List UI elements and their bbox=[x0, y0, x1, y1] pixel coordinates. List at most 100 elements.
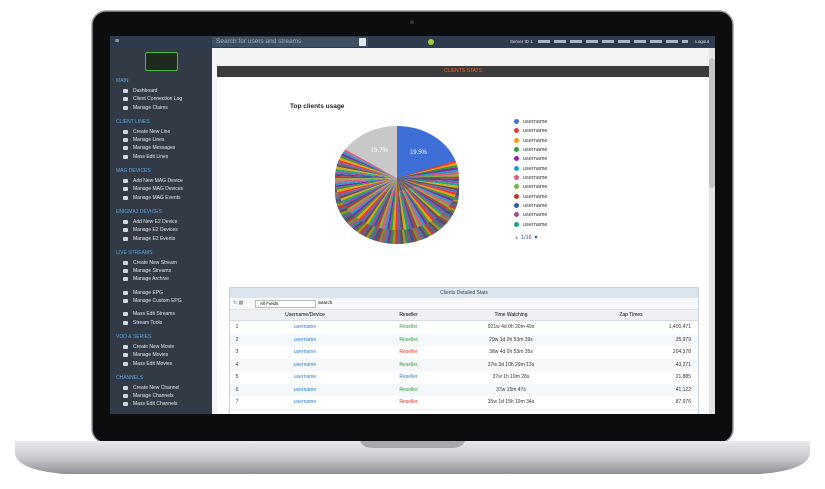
table-cell[interactable]: username bbox=[293, 336, 317, 343]
menu-item[interactable]: Manage Messages bbox=[110, 144, 212, 152]
table-row[interactable]: 3 username Reseller 38w 4d 0h 53m 35s 204,37… bbox=[230, 346, 698, 360]
pie-slice-other bbox=[384, 178, 397, 230]
menu-item[interactable]: Mass Edit Movies bbox=[110, 360, 212, 368]
menu-item[interactable]: Add New MAG Device bbox=[110, 177, 212, 185]
menu-item[interactable]: Mass Edit Streams bbox=[110, 310, 212, 318]
menu-item[interactable]: Stream Tools bbox=[110, 319, 212, 327]
pie-slice-other bbox=[397, 178, 410, 230]
table-cell: 921w 4d 0h 20m 49s bbox=[487, 324, 535, 330]
section-title: LIVE STREAMS bbox=[116, 249, 153, 256]
pie-slice-other bbox=[335, 171, 397, 178]
menu-item[interactable]: Manage Archive bbox=[110, 275, 212, 283]
legend-item[interactable]: username bbox=[514, 146, 547, 155]
menu-item[interactable]: Manage E2 Events bbox=[110, 235, 212, 243]
table-row[interactable]: 5 username Reseller 37w 1h 19m 28s 21,885 bbox=[230, 371, 698, 385]
table-cell: Reseller bbox=[399, 374, 418, 380]
search-icon[interactable] bbox=[359, 38, 366, 46]
slice-label: 19.5% bbox=[410, 150, 428, 156]
filter-input[interactable]: All Fields bbox=[255, 300, 316, 308]
pie-slice-other bbox=[381, 178, 397, 229]
pie-slice-other bbox=[395, 178, 399, 231]
legend-swatch bbox=[514, 175, 519, 181]
pie-slice-other bbox=[397, 162, 457, 178]
table-cell[interactable]: username bbox=[293, 399, 317, 405]
menu-item[interactable]: Create New Stream bbox=[110, 259, 212, 267]
pie-slice-other bbox=[397, 178, 443, 215]
pie-slice-other bbox=[397, 178, 439, 218]
menu-item[interactable]: Create New Movie bbox=[110, 343, 212, 351]
legend-item[interactable]: username bbox=[514, 174, 547, 183]
menu-item[interactable]: Manage E2 Devices bbox=[110, 226, 212, 234]
legend-swatch bbox=[514, 212, 519, 218]
pie-slice-other bbox=[361, 178, 397, 222]
legend-label: username bbox=[523, 184, 548, 191]
pie-slice-other bbox=[335, 168, 397, 178]
table-cell: Reseller bbox=[399, 399, 418, 405]
table-row[interactable]: 7 username Reseller 35w 1d 15h 19m 34s 87,97… bbox=[230, 396, 698, 410]
table-cell: 1 bbox=[235, 324, 239, 330]
chart-title: Top clients usage bbox=[290, 103, 345, 110]
menu-item[interactable]: Manage Custom EPG bbox=[110, 297, 212, 305]
table-cell[interactable]: username bbox=[293, 361, 317, 368]
server-select[interactable]: Server ID 1 bbox=[510, 39, 533, 44]
pie-slice-other bbox=[370, 178, 397, 227]
menu-item[interactable]: Manage MAG Devices bbox=[110, 185, 212, 193]
column-header: Zap Times bbox=[619, 312, 643, 318]
legend-swatch bbox=[514, 165, 519, 171]
table-cell[interactable]: username bbox=[293, 386, 317, 393]
table-cell: 7 bbox=[235, 399, 239, 405]
menu-icon[interactable]: ≡ bbox=[115, 38, 120, 45]
legend-item[interactable]: username bbox=[514, 155, 547, 164]
camera bbox=[410, 20, 414, 24]
menu-item[interactable]: Add New E2 Device bbox=[110, 218, 212, 226]
search-button[interactable]: Search bbox=[318, 300, 333, 305]
pie-slice-other bbox=[339, 155, 397, 178]
legend-item[interactable]: username bbox=[514, 137, 547, 146]
table-cell: 37w 3d 10h 29m 13s bbox=[487, 361, 535, 368]
menu-item[interactable]: Manage Lines bbox=[110, 136, 212, 144]
menu-item[interactable]: Manage Claims bbox=[110, 104, 212, 112]
menu-item[interactable]: Manage MAG Events bbox=[110, 194, 212, 202]
table-row[interactable]: 4 username Reseller 37w 3d 10h 29m 13s 43,27… bbox=[230, 358, 698, 372]
pager-next[interactable]: ▼ bbox=[533, 235, 539, 241]
table-cell: 35,979 bbox=[675, 336, 691, 343]
menu-item[interactable]: Manage Channels bbox=[110, 392, 212, 400]
menu-item[interactable]: Create New Channel bbox=[110, 384, 212, 392]
table-row[interactable]: 6 username Reseller 37w 15m 47s 41,122 bbox=[230, 383, 698, 397]
logout[interactable]: Logout bbox=[695, 39, 709, 44]
menu-item[interactable]: Mass Edit Channels bbox=[110, 400, 212, 408]
table-cell[interactable]: username bbox=[293, 374, 317, 380]
pie-slice-other bbox=[397, 178, 456, 198]
refresh-icon[interactable]: ↻ ▦ bbox=[233, 300, 244, 306]
table-cell[interactable]: username bbox=[293, 324, 317, 330]
menu-item[interactable]: Manage Streams bbox=[110, 267, 212, 275]
legend-item[interactable]: username bbox=[514, 202, 547, 211]
legend-label: username bbox=[523, 203, 548, 210]
pie-slice-other bbox=[342, 178, 397, 206]
menu-item[interactable]: Manage EPG bbox=[110, 289, 212, 297]
pie-slice-other bbox=[386, 178, 397, 230]
legend-item[interactable]: username bbox=[514, 183, 547, 192]
legend-item[interactable]: username bbox=[514, 221, 547, 230]
menu-item[interactable]: Dashboard bbox=[110, 87, 212, 95]
table-row[interactable]: 2 username Reseller 29w 1d 0h 53m 39s 35,979 bbox=[230, 333, 698, 347]
legend-item[interactable]: username bbox=[514, 165, 547, 174]
legend-item[interactable]: username bbox=[514, 193, 547, 202]
search-box[interactable]: Search for users and streams bbox=[212, 37, 368, 47]
legend-item[interactable]: username bbox=[514, 127, 547, 136]
menu-item[interactable]: Mass Edit Lines bbox=[110, 153, 212, 161]
legend-item[interactable]: username bbox=[514, 211, 547, 220]
menu-item[interactable]: Create New Line bbox=[110, 128, 212, 136]
pie-slice-other bbox=[397, 176, 459, 179]
table-row[interactable]: 1 username Reseller 921w 4d 0h 20m 49s 1,400… bbox=[230, 321, 698, 335]
legend-item[interactable]: username bbox=[514, 118, 547, 127]
menu-item[interactable]: Client Connection Log bbox=[110, 95, 212, 103]
table-cell: 41,122 bbox=[675, 386, 691, 393]
pie-slice-other bbox=[397, 178, 418, 228]
pie-slice-other bbox=[397, 167, 459, 178]
table-cell[interactable]: username bbox=[293, 349, 317, 355]
table-cell: 37w 15m 47s bbox=[496, 386, 526, 393]
column-header: Time Watching bbox=[494, 312, 528, 318]
menu-item[interactable]: Manage Movies bbox=[110, 351, 212, 359]
